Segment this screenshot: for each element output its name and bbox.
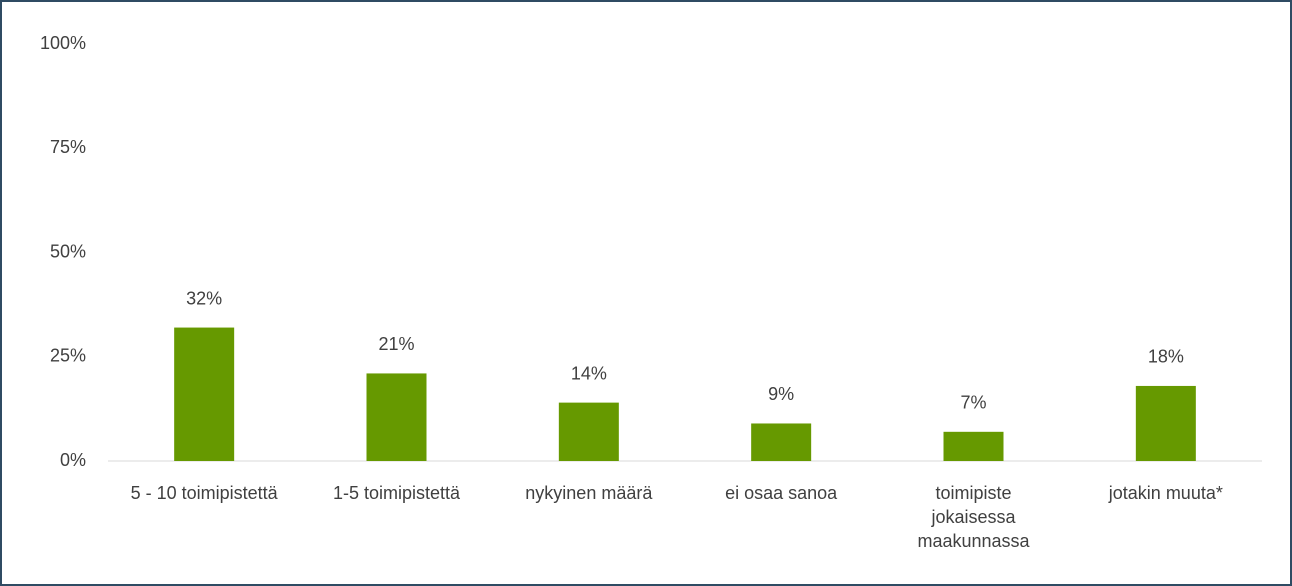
value-label: 32%	[186, 288, 222, 308]
y-tick-label: 0%	[60, 450, 86, 470]
x-tick-label: ei osaa sanoa	[725, 483, 838, 503]
bar	[1135, 385, 1196, 461]
y-tick-label: 50%	[50, 241, 86, 261]
x-tick-label: 1-5 toimipistettä	[332, 483, 461, 503]
bar	[751, 423, 812, 461]
value-label: 9%	[768, 384, 794, 404]
y-tick-label: 100%	[40, 33, 86, 53]
x-tick-label: toimipiste jokaisessa maakunnassa	[917, 483, 1030, 551]
bar	[174, 327, 235, 461]
y-tick-label: 25%	[50, 346, 86, 366]
value-label: 18%	[1148, 347, 1184, 367]
bar	[366, 373, 427, 461]
value-label: 14%	[571, 363, 607, 383]
bar	[558, 402, 619, 461]
value-label: 21%	[378, 334, 414, 354]
bar	[943, 431, 1004, 461]
x-tick-label: nykyinen määrä	[525, 483, 653, 503]
value-label: 7%	[960, 393, 986, 413]
x-tick-label: 5 - 10 toimipistettä	[130, 483, 278, 503]
x-tick-label: jotakin muuta*	[1108, 483, 1223, 503]
y-tick-label: 75%	[50, 137, 86, 157]
